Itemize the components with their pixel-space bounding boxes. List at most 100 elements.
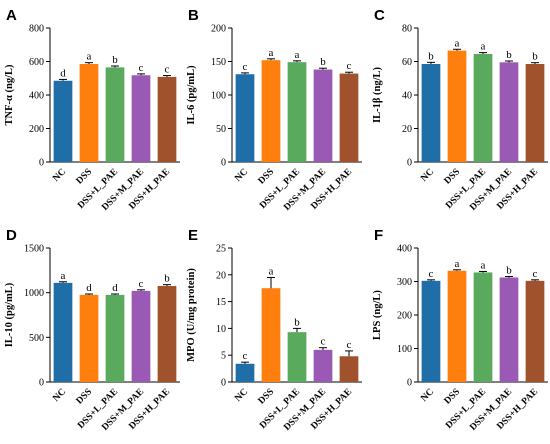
y-tick-label: 0: [407, 158, 412, 169]
category-label: DSS: [443, 167, 462, 186]
significance-letter: c: [139, 62, 144, 74]
bar: [525, 280, 545, 382]
y-tick-label: 0: [39, 378, 44, 389]
significance-letter: c: [165, 64, 170, 76]
bar: [339, 356, 359, 382]
y-axis-label: MPO (U/mg protein): [186, 268, 197, 362]
bar: [105, 294, 125, 382]
significance-letter: c: [533, 268, 538, 280]
panel-label: C: [374, 7, 385, 24]
significance-letter: c: [321, 336, 326, 348]
significance-letter: a: [269, 47, 274, 59]
bar: [235, 74, 255, 162]
significance-letter: a: [269, 265, 274, 277]
panel-label: F: [374, 227, 383, 244]
significance-letter: b: [164, 273, 170, 285]
y-tick-label: 100: [211, 91, 226, 102]
significance-letter: d: [112, 282, 118, 294]
y-axis-label: TNF-α (ng/L): [4, 64, 15, 125]
panel-label: B: [188, 7, 199, 24]
significance-letter: a: [295, 49, 300, 61]
bar: [499, 62, 519, 162]
bar: [261, 288, 281, 382]
significance-letter: b: [112, 54, 118, 66]
category-label: DSS: [257, 167, 276, 186]
bar: [421, 280, 441, 382]
significance-letter: a: [455, 37, 460, 49]
bar: [105, 67, 125, 162]
panel-label: D: [6, 227, 17, 244]
bar: [473, 53, 493, 162]
y-tick-label: 0: [221, 158, 226, 169]
y-axis-label: IL-10 (pg/mL): [4, 282, 15, 347]
bar: [131, 75, 151, 162]
category-label: NC: [51, 387, 68, 404]
significance-letter: d: [60, 67, 66, 79]
y-tick-label: 40: [402, 91, 412, 102]
y-tick-label: 20: [402, 124, 412, 135]
bar: [157, 285, 177, 382]
bar: [313, 69, 333, 162]
bar: [131, 290, 151, 382]
y-tick-label: 0: [407, 378, 412, 389]
y-tick-label: 300: [397, 277, 412, 288]
y-tick-label: 400: [29, 91, 44, 102]
bar: [79, 64, 99, 162]
significance-letter: c: [243, 350, 248, 362]
bar: [53, 80, 73, 162]
significance-letter: b: [532, 51, 538, 63]
category-label: NC: [419, 387, 436, 404]
bar: [53, 282, 73, 382]
significance-letter: a: [87, 51, 92, 63]
y-tick-label: 200: [211, 24, 226, 35]
category-label: NC: [419, 167, 436, 184]
bar: [157, 76, 177, 162]
significance-letter: c: [347, 60, 352, 72]
significance-letter: a: [61, 270, 66, 282]
significance-letter: c: [243, 61, 248, 73]
y-tick-label: 60: [402, 57, 412, 68]
y-tick-label: 1500: [24, 244, 44, 255]
bar: [261, 60, 281, 162]
category-label: DSS: [75, 167, 94, 186]
bar: [473, 272, 493, 382]
category-label: DSS: [75, 387, 94, 406]
y-tick-label: 200: [29, 124, 44, 135]
y-tick-label: 0: [39, 158, 44, 169]
y-tick-label: 100: [397, 344, 412, 355]
category-label: DSS: [257, 387, 276, 406]
bar: [79, 294, 99, 382]
y-tick-label: 400: [397, 244, 412, 255]
panel-label: A: [6, 7, 17, 24]
bar: [421, 64, 441, 162]
bar: [287, 62, 307, 162]
y-tick-label: 1000: [24, 288, 44, 299]
bar: [499, 277, 519, 382]
y-tick-label: 0: [221, 378, 226, 389]
significance-letter: d: [86, 282, 92, 294]
bar: [287, 332, 307, 382]
y-axis-label: IL-6 (pg/mL): [186, 65, 197, 125]
significance-letter: b: [506, 49, 512, 61]
bar: [525, 64, 545, 162]
y-tick-label: 600: [29, 57, 44, 68]
y-tick-label: 25: [216, 244, 226, 255]
y-tick-label: 200: [397, 311, 412, 322]
y-tick-label: 5: [221, 351, 226, 362]
y-tick-label: 150: [211, 57, 226, 68]
bar: [447, 50, 467, 162]
y-tick-label: 80: [402, 24, 412, 35]
significance-letter: b: [428, 50, 434, 62]
y-tick-label: 15: [216, 297, 226, 308]
category-label: DSS: [443, 387, 462, 406]
panel-label: E: [188, 227, 198, 244]
significance-letter: a: [481, 259, 486, 271]
category-label: NC: [51, 167, 68, 184]
